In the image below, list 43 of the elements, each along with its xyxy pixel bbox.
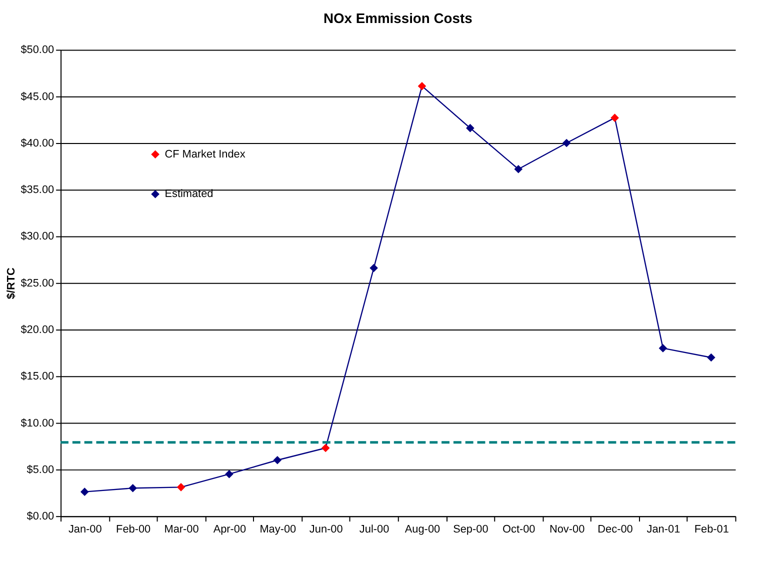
x-tick-label: Jan-00: [68, 523, 102, 536]
x-tick-label: Apr-00: [213, 523, 246, 536]
y-tick-label: $30.00: [20, 230, 54, 243]
y-tick-label: $0.00: [26, 510, 54, 523]
y-axis-title: $/RTC: [6, 268, 18, 300]
point: [176, 483, 186, 492]
x-tick-label: Oct-00: [502, 523, 536, 536]
y-tick-label: $50.00: [20, 44, 54, 56]
x-tick-label: Mar-00: [164, 523, 199, 536]
legend-label: Estimated: [164, 188, 214, 200]
y-tick-label: $15.00: [20, 370, 54, 383]
point: [707, 353, 716, 362]
point: [273, 456, 282, 464]
x-tick-label: Feb-01: [694, 523, 729, 536]
y-tick-label: $35.00: [20, 184, 54, 196]
y-tick-label: $10.00: [20, 417, 54, 430]
y-tick-label: $25.00: [20, 277, 54, 290]
point: [562, 138, 571, 148]
point: [321, 444, 330, 452]
legend-label: CF Market Index: [164, 148, 246, 160]
x-tick-label: Nov-00: [549, 523, 585, 536]
x-tick-label: Sep-00: [453, 523, 488, 536]
point: [370, 264, 378, 272]
point: [128, 484, 137, 492]
point: [466, 124, 474, 132]
y-tick-label: $45.00: [20, 90, 54, 103]
point: [658, 344, 668, 352]
y-tick-label: $20.00: [20, 324, 54, 336]
point: [610, 114, 619, 122]
x-tick-label: Aug-00: [404, 523, 440, 536]
point: [514, 164, 523, 174]
point: [225, 470, 234, 478]
x-tick-label: Dec-00: [598, 523, 633, 536]
x-tick-label: Jun-00: [309, 523, 343, 536]
x-tick-label: Feb-00: [116, 523, 151, 536]
chart-title: NOx Emmission Costs: [323, 10, 473, 26]
point: [80, 488, 89, 496]
y-tick-label: $5.00: [26, 464, 54, 476]
x-tick-label: May-00: [260, 523, 296, 536]
point: [418, 82, 426, 90]
y-tick-label: $40.00: [20, 137, 54, 150]
x-tick-label: Jul-00: [359, 523, 390, 536]
x-tick-label: Jan-01: [646, 523, 680, 536]
